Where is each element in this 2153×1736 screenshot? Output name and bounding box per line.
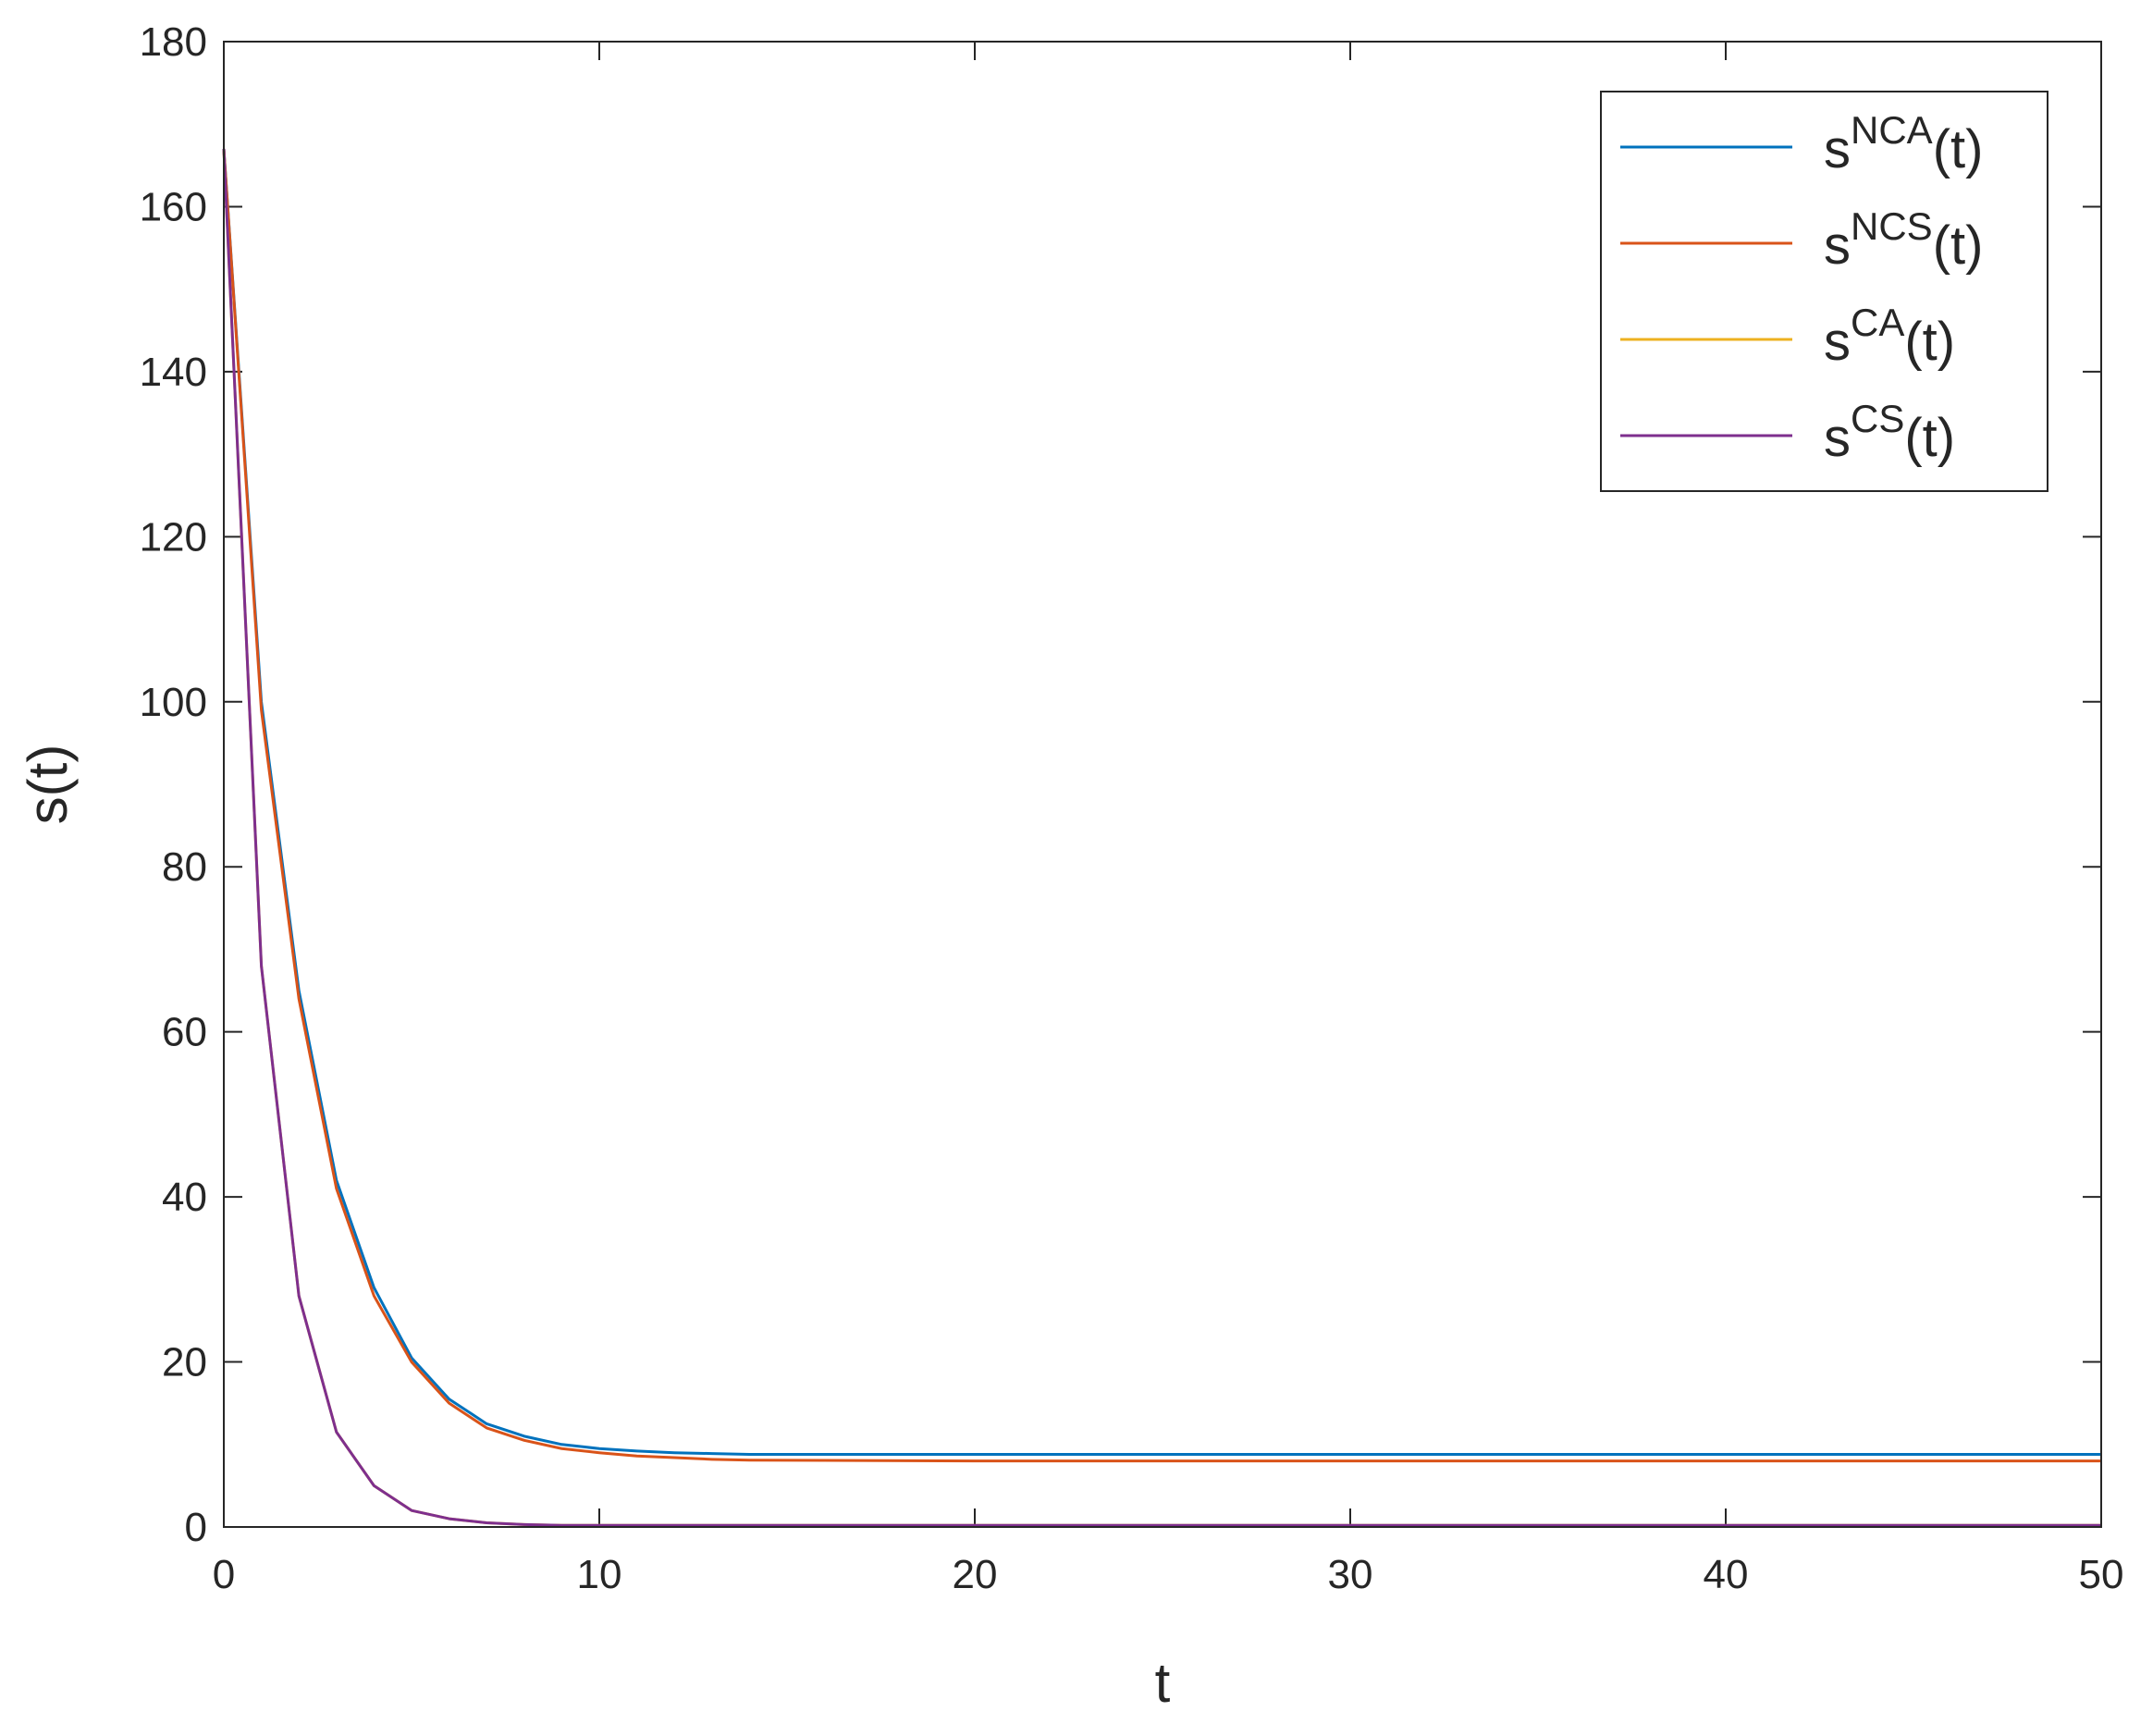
y-tick-label: 100 (140, 680, 207, 725)
legend-superscript: NCS (1851, 204, 1933, 248)
y-tick-label: 80 (162, 844, 207, 890)
y-axis-label: s(t) (17, 745, 79, 825)
x-axis-label: t (1155, 1652, 1171, 1714)
legend-name-end: (t) (1904, 312, 1955, 372)
axes-box (223, 41, 2102, 1528)
legend-name: s (1824, 215, 1851, 276)
data-line (222, 148, 2101, 1463)
y-tick-label: 180 (140, 19, 207, 65)
legend-name-end: (t) (1933, 119, 1984, 179)
y-tick-label: 60 (162, 1010, 207, 1055)
data-line (222, 148, 2101, 1527)
legend-label: sNCS(t) (1824, 204, 1983, 276)
legend-superscript: CS (1851, 397, 1904, 440)
legend-label: sNCA(t) (1824, 108, 1983, 179)
data-line (222, 148, 2101, 1456)
legend-name: s (1824, 119, 1851, 179)
x-tick-label: 0 (213, 1552, 235, 1597)
x-tick-label: 10 (577, 1552, 622, 1597)
y-tick-label: 120 (140, 514, 207, 560)
y-tick-label: 140 (140, 350, 207, 395)
legend-name: s (1824, 312, 1851, 372)
legend-name-end: (t) (1904, 408, 1955, 468)
legend-label: sCA(t) (1824, 301, 1955, 372)
legend-superscript: NCA (1851, 108, 1933, 152)
y-tick-label: 20 (162, 1340, 207, 1385)
x-tick-label: 40 (1704, 1552, 1749, 1597)
legend: sNCA(t)sNCS(t)sCA(t)sCS(t) (1600, 91, 2048, 492)
y-tick-label: 0 (185, 1505, 207, 1550)
y-tick-label: 40 (162, 1175, 207, 1220)
x-tick-label: 50 (2079, 1552, 2124, 1597)
legend-box (1600, 91, 2048, 492)
legend-name: s (1824, 408, 1851, 468)
x-tick-label: 30 (1328, 1552, 1373, 1597)
x-tick-label: 20 (953, 1552, 998, 1597)
legend-name-end: (t) (1933, 215, 1984, 276)
y-tick-label: 160 (140, 184, 207, 229)
legend-superscript: CA (1851, 301, 1904, 344)
legend-label: sCS(t) (1824, 397, 1955, 468)
